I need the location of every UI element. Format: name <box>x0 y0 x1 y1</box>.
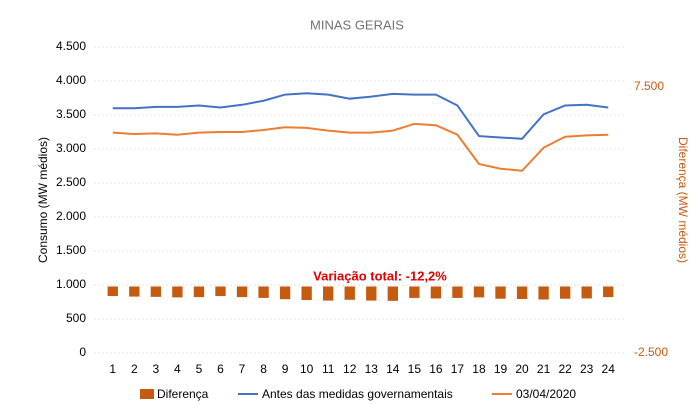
bar <box>344 286 355 300</box>
bar <box>603 286 614 298</box>
bar <box>366 286 377 301</box>
bar <box>516 286 528 299</box>
bar <box>409 286 420 298</box>
bar <box>236 286 248 298</box>
annotation: Variação total: -12,2% <box>313 268 447 283</box>
x-tick-label: 12 <box>343 362 357 376</box>
bar <box>452 286 463 298</box>
x-tick-label: 9 <box>282 362 289 376</box>
bar <box>581 286 592 299</box>
legend-swatch <box>140 389 154 399</box>
y-tick-label: 3.000 <box>56 141 86 155</box>
y-axis-label: Consumo (MW médios) <box>36 137 50 263</box>
x-tick-label: 11 <box>322 362 335 376</box>
bar <box>430 286 442 299</box>
bar <box>323 286 334 301</box>
bar <box>559 286 571 299</box>
x-tick-label: 13 <box>365 362 379 376</box>
bar <box>172 286 183 298</box>
y-tick-label: 4.000 <box>56 73 86 87</box>
x-tick-label: 2 <box>131 362 138 376</box>
y-tick-label: 2.500 <box>56 175 86 189</box>
x-tick-label: 15 <box>408 362 422 376</box>
y-tick-label: 1.000 <box>56 277 86 291</box>
x-tick-label: 6 <box>217 362 224 376</box>
bar <box>279 286 291 300</box>
y2-axis-label: Diferença (MW médios) <box>676 137 690 263</box>
y2-tick-label: 7.500 <box>634 79 664 93</box>
y-tick-label: 3.500 <box>56 107 86 121</box>
x-tick-label: 23 <box>580 362 594 376</box>
y-tick-label: 1.500 <box>56 243 86 257</box>
x-tick-label: 3 <box>153 362 160 376</box>
legend-label: 03/04/2020 <box>516 387 576 401</box>
legend-label: Diferença <box>157 387 209 401</box>
x-tick-label: 24 <box>602 362 616 376</box>
line <box>112 92 609 140</box>
x-tick-label: 7 <box>239 362 246 376</box>
bar <box>538 286 549 300</box>
y-tick-label: 4.500 <box>56 39 86 53</box>
x-tick-label: 5 <box>196 362 203 376</box>
y-tick-label: 2.000 <box>56 209 86 223</box>
x-tick-label: 17 <box>451 362 465 376</box>
bar <box>107 286 118 297</box>
x-tick-label: 14 <box>386 362 400 376</box>
chart-title: MINAS GERAIS <box>310 17 404 32</box>
bar <box>129 286 140 297</box>
x-tick-label: 21 <box>537 362 551 376</box>
legend-label: Antes das medidas governamentais <box>262 387 453 401</box>
y-tick-label: 0 <box>79 345 86 359</box>
x-tick-label: 8 <box>260 362 267 376</box>
x-tick-label: 19 <box>494 362 508 376</box>
bar <box>215 286 226 297</box>
x-tick-label: 20 <box>515 362 529 376</box>
bar <box>258 286 269 298</box>
bar <box>387 286 398 301</box>
y2-tick-label: -2.500 <box>634 345 668 359</box>
x-tick-label: 16 <box>429 362 443 376</box>
x-tick-label: 18 <box>472 362 486 376</box>
bar <box>301 286 312 301</box>
line <box>112 122 609 172</box>
x-tick-label: 4 <box>174 362 181 376</box>
bar <box>473 286 485 298</box>
bar <box>193 286 205 298</box>
bar <box>495 286 506 299</box>
x-tick-label: 1 <box>109 362 116 376</box>
x-tick-label: 10 <box>300 362 314 376</box>
bar <box>150 286 162 297</box>
y-tick-label: 500 <box>66 311 86 325</box>
x-tick-label: 22 <box>558 362 572 376</box>
